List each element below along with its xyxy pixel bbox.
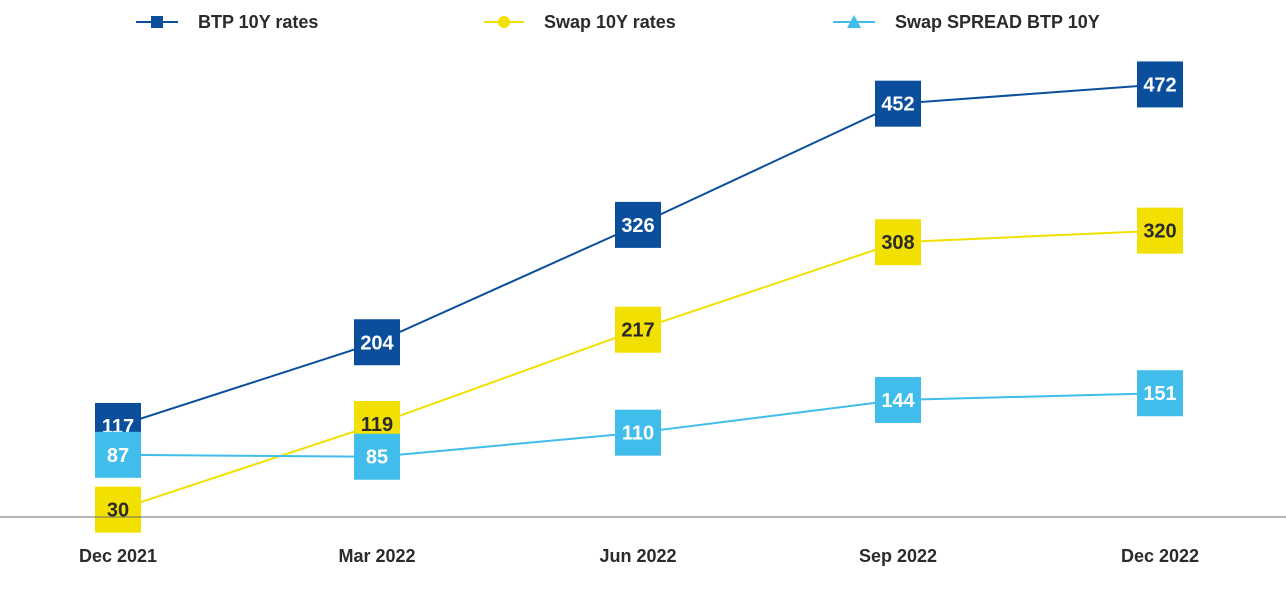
x-axis-ticks: Dec 2021 Mar 2022 Jun 2022 Sep 2022 Dec 2022 (79, 546, 1199, 566)
data-label-box (1137, 207, 1183, 254)
legend-label: Swap 10Y rates (544, 12, 676, 32)
x-tick-label: Dec 2021 (79, 546, 157, 566)
x-tick-label: Jun 2022 (599, 546, 676, 566)
data-point: 151 (1137, 370, 1183, 417)
data-label: 472 (1143, 74, 1176, 96)
x-tick-label: Mar 2022 (338, 546, 415, 566)
data-point: 144 (875, 376, 921, 423)
data-label: 151 (1143, 383, 1176, 405)
data-label: 217 (621, 320, 654, 342)
data-label-box (1137, 61, 1183, 108)
data-label: 85 (366, 447, 388, 469)
data-point: 320 (1137, 207, 1183, 254)
legend-item: Swap SPREAD BTP 10Y (833, 12, 1100, 32)
series-line (117, 83, 1161, 427)
data-label: 30 (107, 500, 129, 522)
data-label-box (95, 486, 141, 533)
legend-item: BTP 10Y rates (136, 12, 318, 32)
data-label: 308 (881, 232, 914, 254)
data-point: 217 (615, 306, 661, 353)
data-point: 452 (875, 80, 921, 127)
data-point: 30 (95, 486, 141, 533)
circle-icon (498, 16, 510, 28)
data-point: 326 (615, 201, 661, 248)
x-tick-label: Sep 2022 (859, 546, 937, 566)
data-label: 87 (107, 445, 129, 467)
chart-legend: BTP 10Y rates Swap 10Y rates Swap SPREAD B… (136, 12, 1100, 32)
series-line (117, 229, 1161, 511)
data-label-box (875, 80, 921, 127)
data-label-box (95, 431, 141, 478)
legend-label: BTP 10Y rates (198, 12, 318, 32)
data-label-box (615, 201, 661, 248)
data-point: 85 (354, 433, 400, 480)
data-point: 110 (615, 409, 661, 456)
legend-item: Swap 10Y rates (484, 12, 676, 32)
data-label: 204 (360, 332, 394, 354)
data-label-box (1137, 370, 1183, 417)
square-icon (151, 16, 163, 28)
data-label: 452 (881, 94, 914, 116)
triangle-icon (847, 15, 861, 28)
data-label-box (615, 306, 661, 353)
data-label-box (354, 319, 400, 366)
data-point: 204 (354, 319, 400, 366)
x-tick-label: Dec 2022 (1121, 546, 1199, 566)
legend-label: Swap SPREAD BTP 10Y (895, 12, 1100, 32)
data-point: 87 (95, 431, 141, 478)
data-label-box (875, 376, 921, 423)
data-label: 110 (622, 423, 654, 445)
data-label-box (615, 409, 661, 456)
data-label: 326 (621, 215, 654, 237)
data-label: 119 (361, 414, 393, 436)
data-label: 144 (881, 390, 915, 412)
data-point: 472 (1137, 61, 1183, 108)
data-label: 320 (1143, 221, 1176, 243)
data-point: 308 (875, 219, 921, 266)
data-label-box (354, 433, 400, 480)
data-label-box (875, 219, 921, 266)
